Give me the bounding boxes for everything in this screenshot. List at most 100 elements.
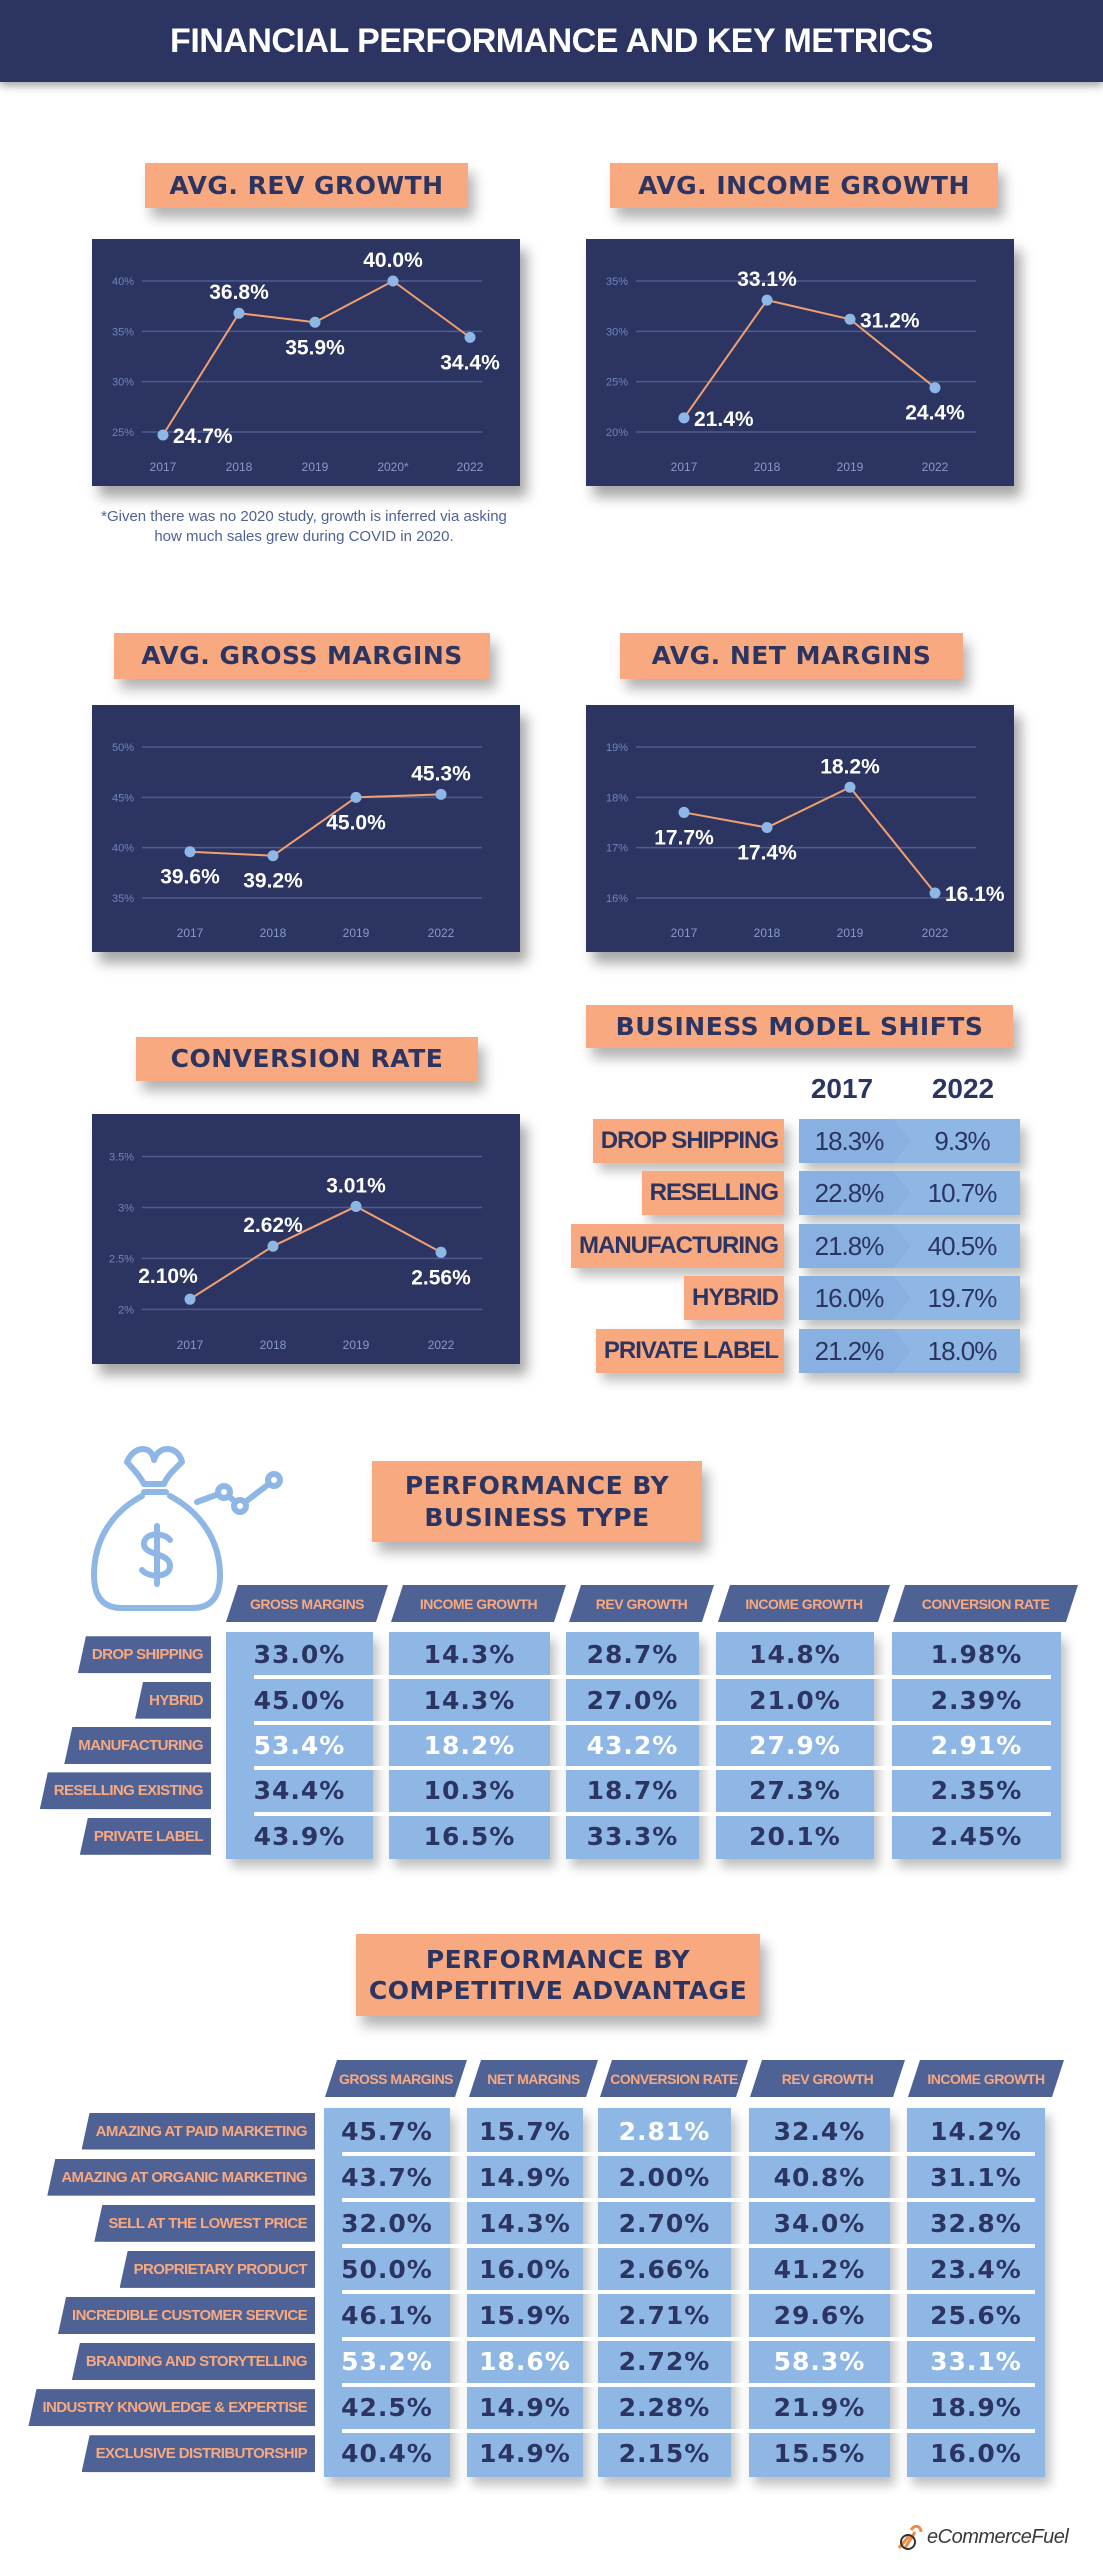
row-label: AMAZING AT ORGANIC MARKETING	[47, 2158, 315, 2196]
data-point	[678, 412, 690, 424]
data-point	[844, 781, 856, 793]
column-header-text: NET MARGINS	[487, 2070, 580, 2087]
table-cell: 43.2%	[586, 1730, 679, 1760]
series-line	[683, 299, 936, 419]
data-label: 2.10%	[138, 1265, 198, 1288]
chevron-arrow-icon	[799, 1329, 911, 1373]
column-header: CONVERSION RATE	[893, 1585, 1078, 1622]
y-tick-label: 2.5%	[109, 1253, 134, 1265]
y-tick-label: 19%	[606, 742, 628, 754]
table-cell: 43.7%	[341, 2162, 433, 2192]
x-tick-label: 2018	[260, 926, 287, 940]
row-label: PRIVATE LABEL	[79, 1817, 211, 1855]
business-model-values: 21.8% 40.5%	[799, 1224, 1020, 1268]
row-label: BRANDING AND STORYTELLING	[71, 2343, 315, 2381]
value-text: 22.8%	[814, 1178, 885, 1208]
row-divider	[342, 2244, 1035, 2249]
x-tick-label: 2019	[837, 460, 864, 474]
table-cell: 14.9%	[479, 2162, 571, 2192]
x-tick-label: 2020*	[377, 460, 409, 474]
business-model-label: HYBRID	[683, 1276, 784, 1320]
table-cell: 31.1%	[930, 2162, 1022, 2192]
row-label: INDUSTRY KNOWLEDGE & EXPERTISE	[28, 2389, 315, 2427]
table-cell: 33.1%	[930, 2347, 1022, 2377]
data-point	[844, 313, 856, 325]
value-text: 10.7%	[927, 1178, 998, 1208]
chart-title: AVG. REV GROWTH	[145, 163, 468, 208]
table-cell: 15.9%	[479, 2300, 571, 2330]
value-2022: 9.3%	[912, 1119, 1012, 1163]
data-label: 24.7%	[173, 425, 233, 448]
business-model-label: RESELLING	[641, 1171, 784, 1215]
column-header: GROSS MARGINS	[226, 1585, 388, 1622]
value-2017: 22.8%	[799, 1171, 899, 1215]
row-divider	[342, 2198, 1035, 2203]
table-cell: 2.15%	[618, 2439, 711, 2469]
table-cell: 15.7%	[479, 2116, 571, 2146]
data-point	[184, 846, 196, 858]
x-tick-label: 2019	[837, 926, 864, 940]
table-cell: 40.8%	[773, 2162, 866, 2192]
data-point	[464, 331, 476, 343]
business-model-name: RESELLING	[649, 1179, 779, 1206]
logo-text: eCommerceFuel	[927, 2525, 1069, 2548]
row-label: RESELLING EXISTING	[39, 1772, 211, 1810]
chevron-arrow-icon	[799, 1119, 911, 1163]
table-cell: 14.3%	[423, 1685, 516, 1715]
table-cell: 2.81%	[618, 2116, 711, 2146]
business-model-name: HYBRID	[691, 1284, 779, 1311]
table-cell: 20.1%	[749, 1821, 841, 1851]
row-label: HYBRID	[135, 1681, 211, 1719]
data-label: 39.6%	[160, 866, 220, 889]
business-model-shifts-title: BUSINESS MODEL SHIFTS	[586, 1005, 1013, 1048]
y-tick-label: 2%	[118, 1304, 134, 1316]
table-cell: 16.0%	[479, 2254, 571, 2284]
row-label-text: INCREDIBLE CUSTOMER SERVICE	[72, 2306, 308, 2324]
y-tick-label: 3%	[118, 1202, 134, 1214]
chart-title: AVG. INCOME GROWTH	[610, 163, 998, 208]
chart-title: AVG. GROSS MARGINS	[114, 633, 490, 679]
value-text: 21.2%	[814, 1336, 885, 1366]
title-line-2: COMPETITIVE ADVANTAGE	[368, 1976, 748, 2005]
x-tick-label: 2017	[671, 460, 698, 474]
table-cell: 18.7%	[586, 1776, 679, 1806]
value-2017: 18.3%	[799, 1119, 899, 1163]
table-cell: 16.0%	[930, 2439, 1022, 2469]
value-text: 40.5%	[927, 1231, 998, 1261]
value-text: 18.3%	[814, 1126, 885, 1156]
x-tick-label: 2018	[260, 1338, 287, 1352]
x-tick-label: 2022	[922, 460, 949, 474]
money-bag-growth-icon	[82, 1440, 285, 1615]
y-tick-label: 3.5%	[109, 1152, 134, 1164]
row-divider	[254, 1811, 1051, 1816]
value-text: 9.3%	[934, 1126, 990, 1156]
row-divider	[342, 2382, 1035, 2387]
data-point	[267, 850, 279, 862]
row-label: INCREDIBLE CUSTOMER SERVICE	[58, 2296, 315, 2334]
y-tick-label: 35%	[112, 326, 134, 338]
column-header-text: INCOME GROWTH	[745, 1595, 863, 1612]
y-tick-label: 25%	[606, 377, 628, 389]
table-cell: 14.3%	[423, 1640, 516, 1670]
x-tick-label: 2022	[428, 1338, 455, 1352]
column-background	[226, 1632, 373, 1859]
title-line-2: BUSINESS TYPE	[424, 1502, 650, 1532]
year-2022-header: 2022	[931, 1073, 995, 1104]
data-point	[435, 1246, 447, 1258]
table-cell: 2.72%	[618, 2347, 711, 2377]
series-line	[683, 786, 936, 894]
y-tick-label: 40%	[112, 843, 134, 855]
data-label: 40.0%	[363, 249, 423, 272]
value-2017: 21.8%	[799, 1224, 899, 1268]
value-2022: 18.0%	[912, 1329, 1012, 1373]
row-label: DROP SHIPPING	[77, 1636, 211, 1674]
table-cell: 32.4%	[773, 2116, 866, 2146]
row-divider	[342, 2428, 1035, 2433]
row-label: EXCLUSIVE DISTRIBUTORSHIP	[81, 2435, 315, 2473]
row-label: PROPRIETARY PRODUCT	[119, 2250, 315, 2288]
table-cell: 28.7%	[586, 1640, 679, 1670]
table-cell: 2.28%	[618, 2393, 711, 2423]
table-cell: 34.0%	[773, 2208, 866, 2238]
table-cell: 14.9%	[479, 2393, 571, 2423]
x-tick-label: 2019	[343, 926, 370, 940]
